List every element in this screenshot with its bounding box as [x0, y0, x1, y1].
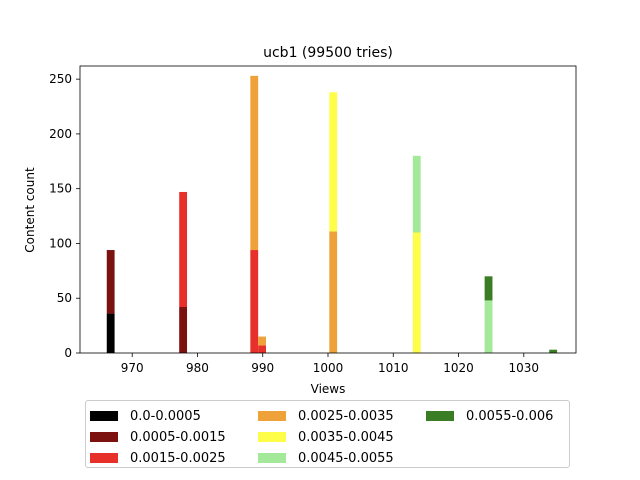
legend-label: 0.0005-0.0015: [130, 429, 226, 445]
x-tick-label: 1030: [509, 361, 540, 375]
legend-swatch: [258, 453, 286, 463]
bar-s2-p1: [250, 250, 259, 353]
x-axis: 970 980 990 1000 1010 1020 1030: [121, 353, 539, 375]
legend-swatch: [90, 432, 118, 442]
x-tick-label: 970: [121, 361, 144, 375]
chart-title: ucb1 (99500 tries): [263, 45, 393, 61]
bar-s6-p1: [549, 349, 558, 353]
bar-s4-p0: [329, 92, 338, 232]
y-tick-label: 250: [49, 72, 72, 86]
legend-label: 0.0055-0.006: [466, 408, 554, 424]
bar-s5-p0: [412, 155, 421, 233]
bar-s3-p1: [258, 336, 266, 346]
y-tick-label: 0: [64, 346, 72, 360]
plot-frame: [79, 65, 577, 354]
bars-layer: [106, 75, 558, 353]
legend-swatch: [258, 411, 286, 421]
y-axis: 0 50 100 150 200 250: [49, 72, 80, 360]
y-tick-label: 150: [49, 182, 72, 196]
bar-s4-p1: [412, 232, 421, 353]
legend-item: 0.0055-0.006: [426, 408, 553, 424]
legend: 0.0-0.0005 0.0005-0.0015 0.0015-0.0025 0.00…: [85, 400, 570, 468]
y-tick-label: 50: [57, 291, 72, 305]
x-axis-label: Views: [311, 382, 346, 396]
x-tick-label: 1000: [313, 361, 344, 375]
legend-item: 0.0035-0.0045: [258, 429, 394, 445]
bar-s6-p0: [484, 276, 493, 301]
legend-item: 0.0015-0.0025: [90, 450, 226, 466]
x-tick-label: 990: [251, 361, 274, 375]
legend-item: 0.0045-0.0055: [258, 450, 394, 466]
legend-item: 0.0025-0.0035: [258, 408, 394, 424]
bar-s3-p0: [250, 75, 259, 251]
legend-swatch: [258, 432, 286, 442]
legend-item: 0.0005-0.0015: [90, 429, 226, 445]
bar-s1-p0: [106, 250, 115, 314]
y-tick-label: 200: [49, 127, 72, 141]
x-tick-label: 1010: [378, 361, 409, 375]
legend-label: 0.0025-0.0035: [298, 408, 394, 424]
x-tick-label: 1020: [443, 361, 474, 375]
bar-s5-p1: [484, 300, 493, 353]
x-tick-label: 980: [186, 361, 209, 375]
bar-s2-p2: [258, 345, 266, 353]
legend-item: 0.0-0.0005: [90, 408, 201, 424]
legend-swatch: [426, 411, 454, 421]
y-axis-label: Content count: [23, 167, 37, 253]
legend-label: 0.0045-0.0055: [298, 450, 394, 466]
legend-swatch: [90, 411, 118, 421]
bar-s1-p1: [179, 306, 188, 353]
legend-label: 0.0035-0.0045: [298, 429, 394, 445]
bar-s3-p2: [329, 231, 338, 353]
legend-swatch: [90, 453, 118, 463]
legend-label: 0.0015-0.0025: [130, 450, 226, 466]
bar-s2-p0: [179, 191, 188, 307]
legend-label: 0.0-0.0005: [130, 408, 201, 424]
y-tick-label: 100: [49, 236, 72, 250]
bar-s0-p0: [106, 313, 115, 353]
